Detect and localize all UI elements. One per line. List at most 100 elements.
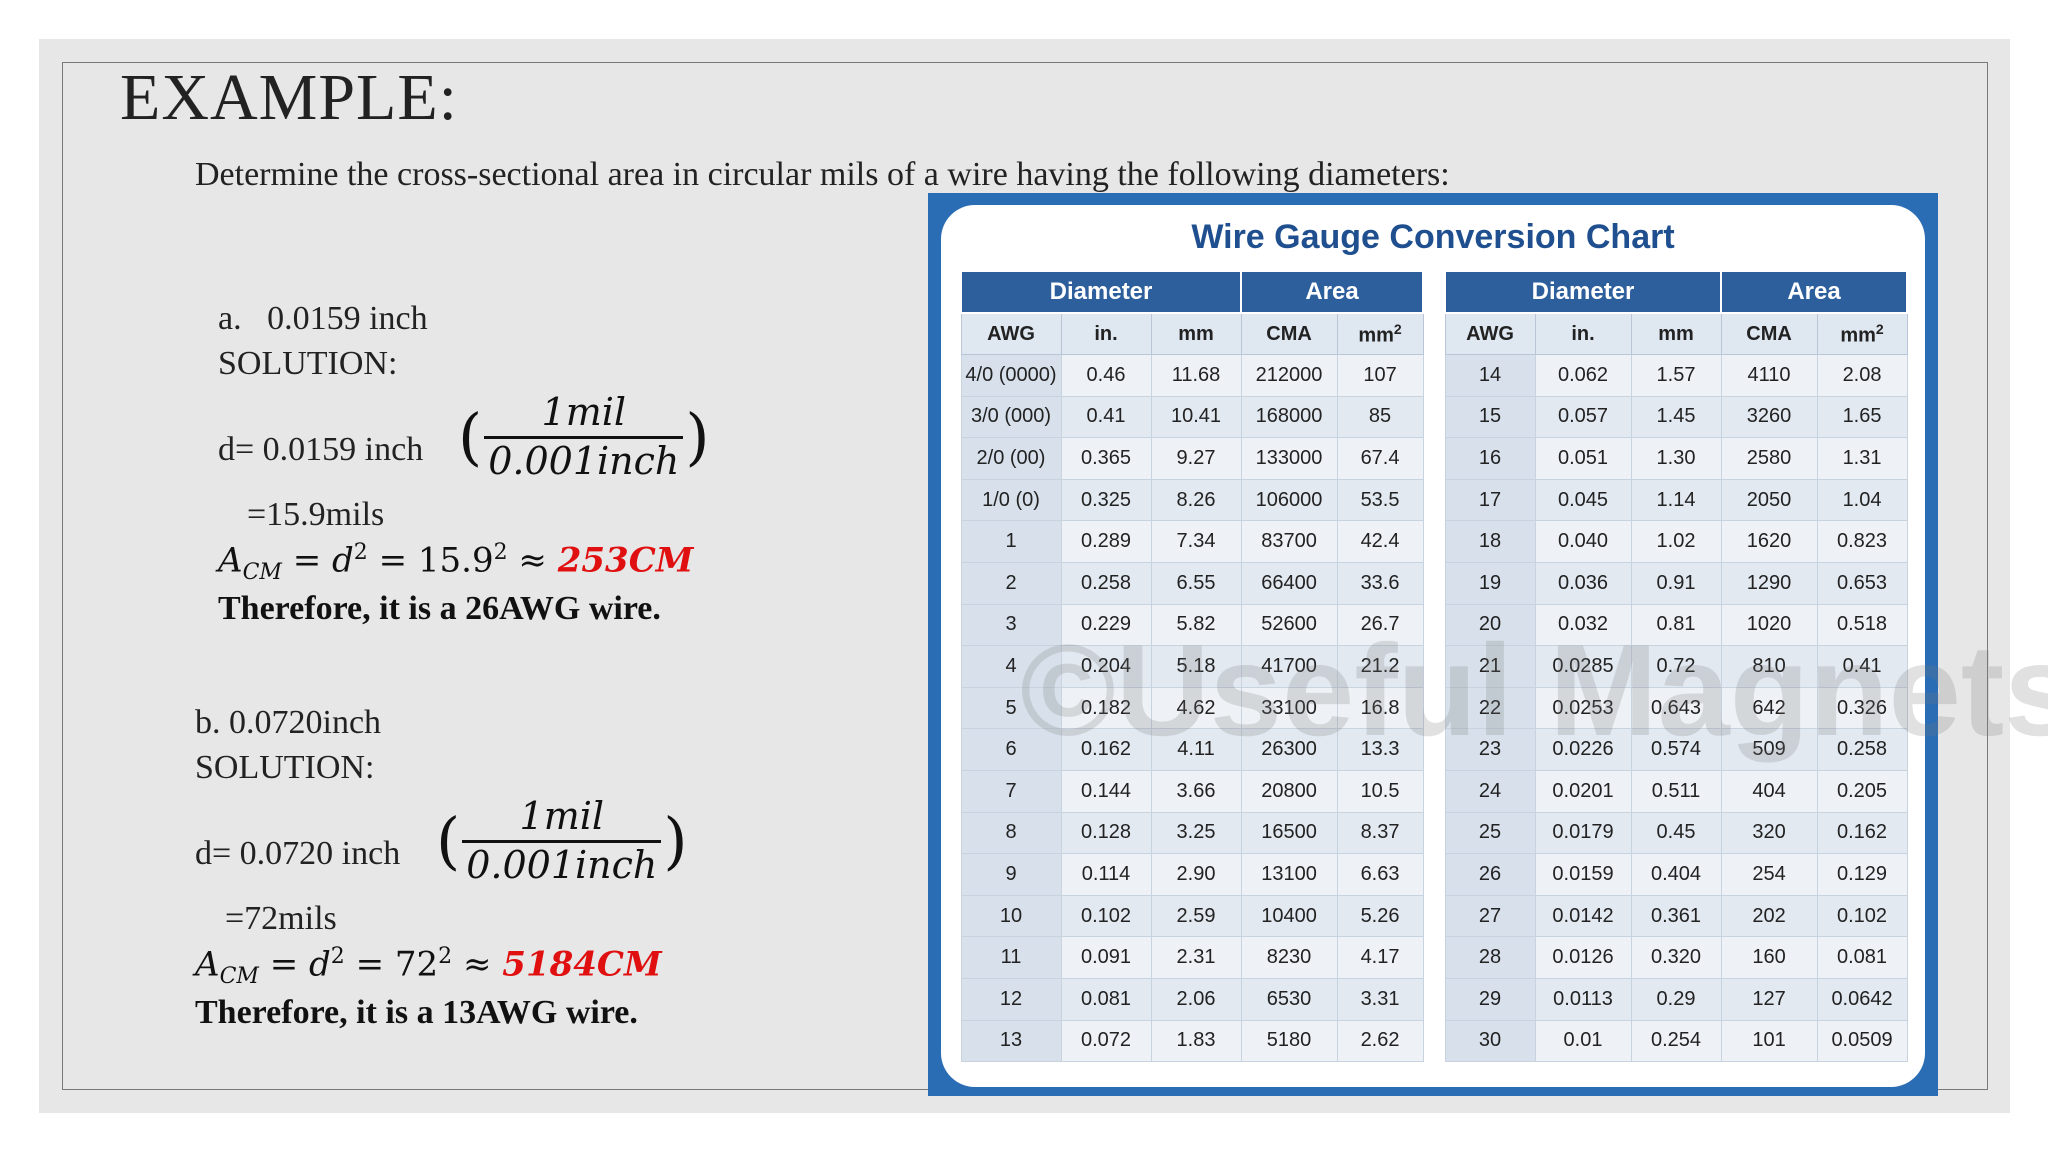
cell-awg: 20 bbox=[1444, 603, 1536, 647]
cell-cma: 4110 bbox=[1720, 354, 1818, 397]
cell-in: 0.162 bbox=[1060, 728, 1152, 771]
cell-in: 0.01 bbox=[1534, 1019, 1632, 1063]
cell-mm: 0.643 bbox=[1630, 686, 1722, 730]
cell-mm: 3.66 bbox=[1150, 769, 1242, 813]
cell-in: 0.144 bbox=[1060, 769, 1152, 813]
cell-mm: 4.62 bbox=[1150, 686, 1242, 730]
cell-mm: 0.404 bbox=[1630, 853, 1722, 896]
table-row: 12 0.081 2.06 6530 3.31 bbox=[960, 977, 1424, 1021]
table-row: 4/0 (0000) 0.46 11.68 212000 107 bbox=[960, 354, 1424, 397]
cell-in: 0.081 bbox=[1060, 977, 1152, 1021]
table-row: 1/0 (0) 0.325 8.26 106000 53.5 bbox=[960, 478, 1424, 522]
cell-in: 0.204 bbox=[1060, 645, 1152, 688]
cell-mm2: 6.63 bbox=[1336, 853, 1424, 896]
cell-cma: 10400 bbox=[1240, 894, 1338, 938]
cell-mm: 5.18 bbox=[1150, 645, 1242, 688]
cell-mm2: 1.31 bbox=[1816, 437, 1908, 480]
wire-gauge-table-right: Diameter Area AWG in. mm CMA mm2 14 0.062… bbox=[1443, 270, 1909, 1063]
diameter-group-header: Diameter bbox=[1443, 270, 1723, 314]
cell-mm: 9.27 bbox=[1150, 437, 1242, 480]
cell-awg: 27 bbox=[1444, 894, 1536, 938]
cell-mm: 10.41 bbox=[1150, 395, 1242, 439]
cell-in: 0.0253 bbox=[1534, 686, 1632, 730]
cell-in: 0.182 bbox=[1060, 686, 1152, 730]
fraction-numerator: 1mil bbox=[541, 390, 627, 434]
table-row: 2 0.258 6.55 66400 33.6 bbox=[960, 561, 1424, 605]
cell-mm: 2.31 bbox=[1150, 936, 1242, 979]
close-paren: ) bbox=[685, 400, 710, 474]
cell-awg: 2 bbox=[960, 561, 1062, 605]
cell-mm: 2.59 bbox=[1150, 894, 1242, 938]
cell-mm: 1.45 bbox=[1630, 395, 1722, 439]
cell-awg: 22 bbox=[1444, 686, 1536, 730]
cell-cma: 83700 bbox=[1240, 520, 1338, 563]
cell-cma: 33100 bbox=[1240, 686, 1338, 730]
fraction-denominator: 0.001inch bbox=[488, 438, 680, 483]
cell-awg: 8 bbox=[960, 811, 1062, 855]
cell-mm2: 5.26 bbox=[1336, 894, 1424, 938]
table-row: 3 0.229 5.82 52600 26.7 bbox=[960, 603, 1424, 647]
cell-mm2: 0.129 bbox=[1816, 853, 1908, 896]
cell-cma: 1020 bbox=[1720, 603, 1818, 647]
cell-mm2: 2.62 bbox=[1336, 1019, 1424, 1063]
diameter-group-header: Diameter bbox=[959, 270, 1243, 314]
table-row: 4 0.204 5.18 41700 21.2 bbox=[960, 645, 1424, 688]
cell-mm2: 0.518 bbox=[1816, 603, 1908, 647]
cell-mm2: 16.8 bbox=[1336, 686, 1424, 730]
cell-mm: 3.25 bbox=[1150, 811, 1242, 855]
cell-mm: 0.574 bbox=[1630, 728, 1722, 771]
table-row: 8 0.128 3.25 16500 8.37 bbox=[960, 811, 1424, 855]
cell-mm2: 85 bbox=[1336, 395, 1424, 439]
cell-awg: 30 bbox=[1444, 1019, 1536, 1063]
slide-title: EXAMPLE: bbox=[120, 61, 458, 134]
cell-mm: 0.254 bbox=[1630, 1019, 1722, 1063]
col-cma: CMA bbox=[1240, 312, 1338, 355]
table-row: 14 0.062 1.57 4110 2.08 bbox=[1444, 354, 1908, 397]
open-paren: ( bbox=[458, 400, 483, 474]
cell-cma: 133000 bbox=[1240, 437, 1338, 480]
cell-mm: 7.34 bbox=[1150, 520, 1242, 563]
table-row: 24 0.0201 0.511 404 0.205 bbox=[1444, 769, 1908, 813]
cell-mm2: 0.41 bbox=[1816, 645, 1908, 688]
col-awg: AWG bbox=[1444, 312, 1536, 355]
cell-mm2: 67.4 bbox=[1336, 437, 1424, 480]
col-awg: AWG bbox=[960, 312, 1062, 355]
cell-cma: 3260 bbox=[1720, 395, 1818, 439]
cell-awg: 15 bbox=[1444, 395, 1536, 439]
cell-awg: 23 bbox=[1444, 728, 1536, 771]
col-mm: mm bbox=[1630, 312, 1722, 355]
table-row: 10 0.102 2.59 10400 5.26 bbox=[960, 894, 1424, 938]
table-row: 2/0 (00) 0.365 9.27 133000 67.4 bbox=[960, 437, 1424, 480]
fraction-denominator: 0.001inch bbox=[466, 842, 658, 887]
cell-mm2: 4.17 bbox=[1336, 936, 1424, 979]
cell-cma: 810 bbox=[1720, 645, 1818, 688]
cell-cma: 2050 bbox=[1720, 478, 1818, 522]
cell-mm2: 26.7 bbox=[1336, 603, 1424, 647]
cell-cma: 1290 bbox=[1720, 561, 1818, 605]
cell-mm2: 0.0642 bbox=[1816, 977, 1908, 1021]
cell-awg: 1 bbox=[960, 520, 1062, 563]
part-a-area-result: 253CM bbox=[557, 540, 694, 581]
cell-in: 0.091 bbox=[1060, 936, 1152, 979]
cell-awg: 3 bbox=[960, 603, 1062, 647]
cell-cma: 320 bbox=[1720, 811, 1818, 855]
cell-in: 0.258 bbox=[1060, 561, 1152, 605]
cell-mm2: 0.0509 bbox=[1816, 1019, 1908, 1063]
cell-awg: 3/0 (000) bbox=[960, 395, 1062, 439]
fraction: 1mil 0.001inch bbox=[462, 794, 662, 888]
part-a-letter: a. bbox=[218, 300, 242, 337]
cell-mm: 0.45 bbox=[1630, 811, 1722, 855]
cell-cma: 13100 bbox=[1240, 853, 1338, 896]
cell-cma: 16500 bbox=[1240, 811, 1338, 855]
cell-mm2: 0.258 bbox=[1816, 728, 1908, 771]
cell-cma: 41700 bbox=[1240, 645, 1338, 688]
cell-mm: 6.55 bbox=[1150, 561, 1242, 605]
table-row: 22 0.0253 0.643 642 0.326 bbox=[1444, 686, 1908, 730]
area-group-header: Area bbox=[1720, 270, 1909, 314]
cell-awg: 13 bbox=[960, 1019, 1062, 1063]
part-b-mils: =72mils bbox=[225, 900, 337, 937]
cell-cma: 6530 bbox=[1240, 977, 1338, 1021]
cell-cma: 168000 bbox=[1240, 395, 1338, 439]
cell-mm: 1.83 bbox=[1150, 1019, 1242, 1063]
cell-mm2: 0.162 bbox=[1816, 811, 1908, 855]
